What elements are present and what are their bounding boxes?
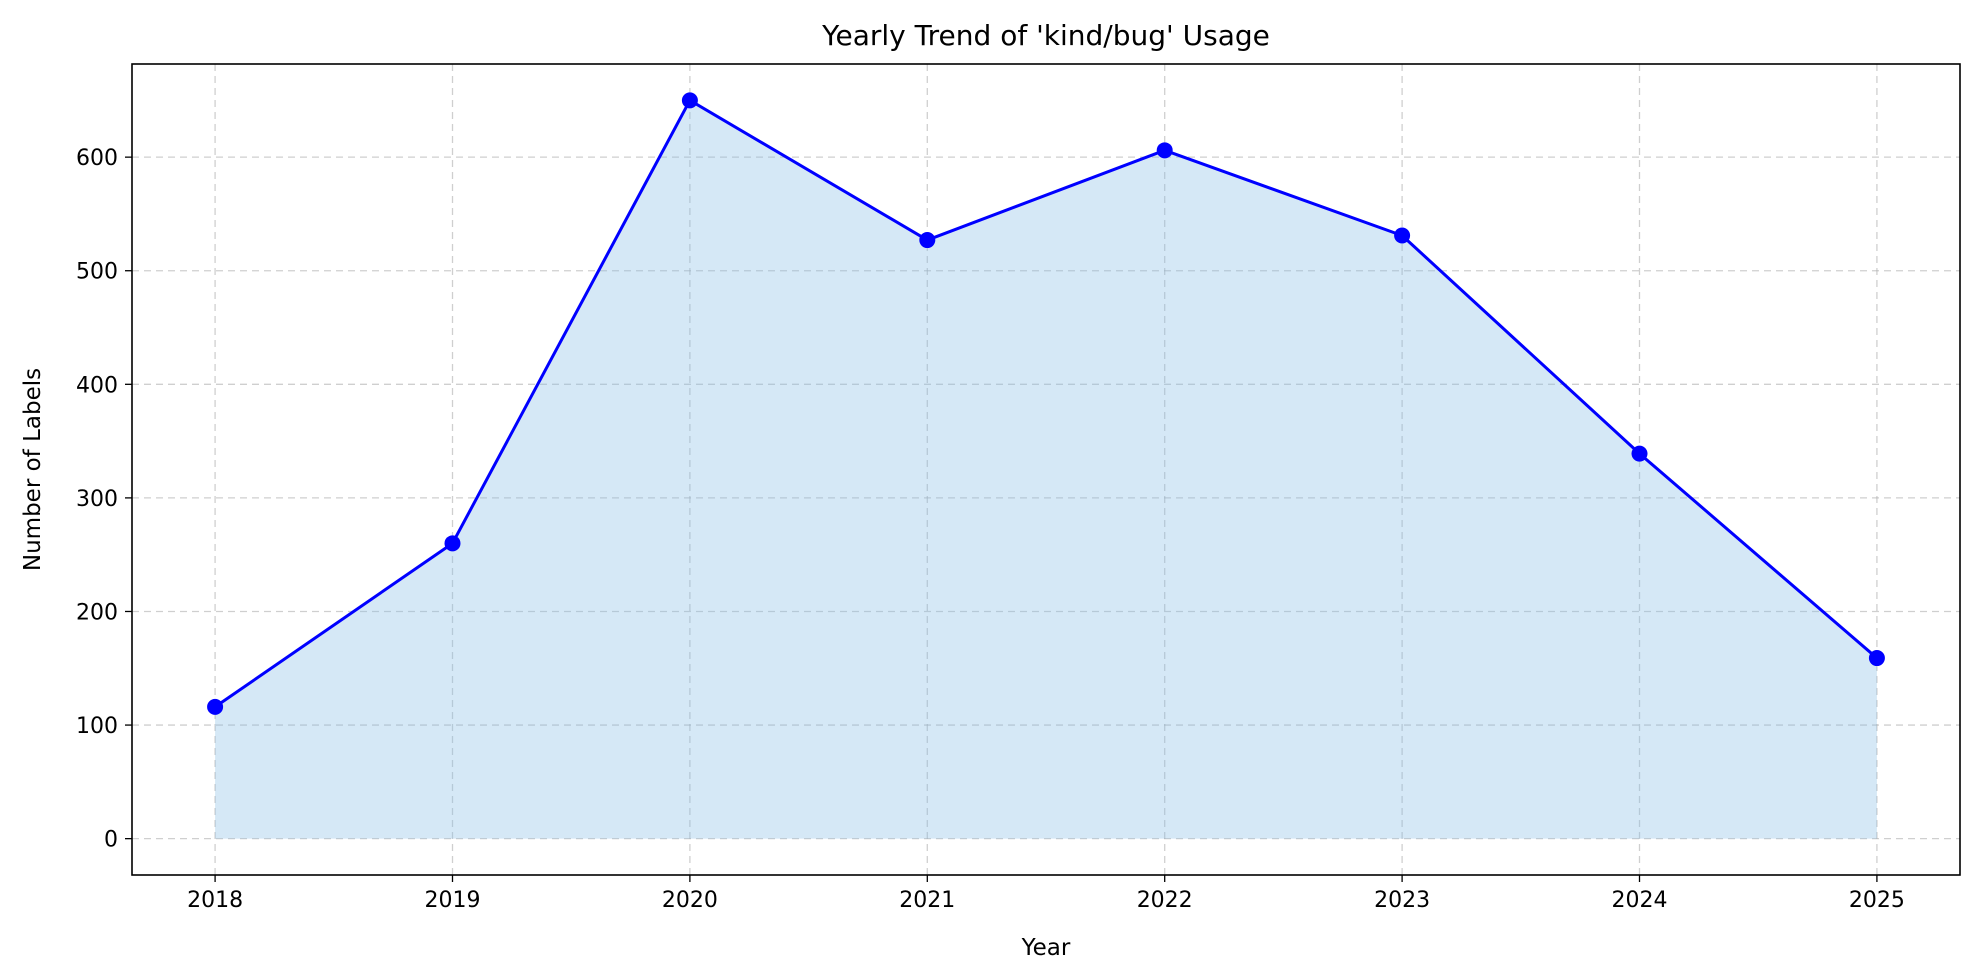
y-tick-label: 300	[76, 487, 118, 512]
data-point-2022	[1156, 142, 1173, 159]
x-tick-label: 2019	[424, 888, 480, 913]
x-tick-label: 2022	[1137, 888, 1193, 913]
x-tick-label: 2021	[899, 888, 955, 913]
data-point-2020	[681, 92, 698, 109]
x-tick-label: 2018	[187, 888, 243, 913]
y-tick-label: 200	[76, 600, 118, 625]
grid	[132, 64, 1960, 875]
data-point-2023	[1394, 227, 1411, 244]
x-tick-label: 2020	[662, 888, 718, 913]
data-point-2021	[919, 232, 936, 249]
y-tick-label: 400	[76, 373, 118, 398]
data-point-2019	[444, 535, 461, 552]
y-tick-label: 500	[76, 260, 118, 285]
area-fill	[215, 100, 1877, 839]
y-axis-title: Number of Labels	[20, 368, 46, 571]
x-tick-label: 2025	[1849, 888, 1905, 913]
y-axis-ticks: 0 100 200 300 400 500 600	[76, 146, 132, 853]
data-point-2025	[1868, 650, 1885, 667]
y-tick-label: 0	[104, 828, 118, 853]
x-tick-label: 2024	[1612, 888, 1668, 913]
x-axis-title: Year	[1021, 935, 1071, 961]
chart-title: Yearly Trend of 'kind/bug' Usage	[821, 19, 1270, 52]
y-tick-label: 100	[76, 714, 118, 739]
y-tick-label: 600	[76, 146, 118, 171]
series-line	[214, 98, 1878, 709]
x-tick-label: 2023	[1374, 888, 1430, 913]
data-point-2024	[1631, 445, 1648, 462]
x-axis-ticks: 2018 2019 2020 2021 2022 2023 2024 2025	[187, 875, 1905, 913]
data-markers	[207, 92, 1885, 715]
plot-frame	[131, 63, 1961, 876]
data-point-2018	[207, 698, 224, 715]
